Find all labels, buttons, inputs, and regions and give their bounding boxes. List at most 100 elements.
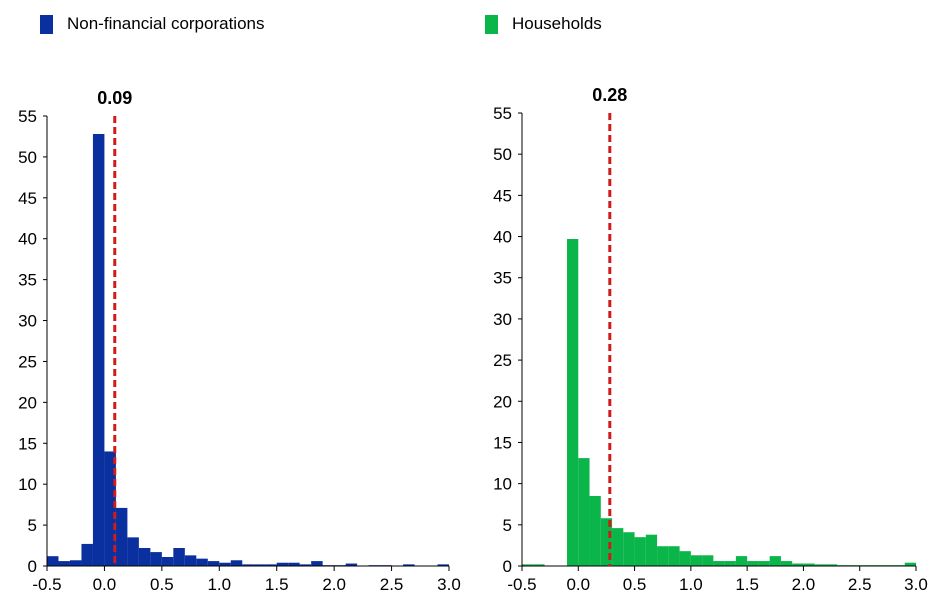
households-bar-25 bbox=[803, 563, 815, 566]
nfc-bar-15 bbox=[219, 562, 231, 566]
households-ytick-label-0: 0 bbox=[503, 557, 512, 576]
nfc-bar-13 bbox=[196, 558, 208, 566]
households-xtick-label-6: 2.5 bbox=[848, 575, 872, 594]
nfc-bar-4 bbox=[92, 134, 105, 566]
nfc-xtick-label-0: -0.5 bbox=[32, 575, 61, 594]
households-xtick-label-0: -0.5 bbox=[507, 575, 536, 594]
households-bar-16 bbox=[702, 555, 714, 566]
households-ytick-label-1: 5 bbox=[503, 516, 512, 535]
households-bar-15 bbox=[690, 555, 703, 566]
legend-households-label: Households bbox=[512, 14, 602, 33]
nfc-xtick-label-4: 1.5 bbox=[265, 575, 289, 594]
households-bar-7 bbox=[600, 518, 613, 566]
households-bar-8 bbox=[612, 528, 624, 566]
nfc-bar-12 bbox=[184, 555, 197, 566]
nfc-xtick-label-7: 3.0 bbox=[437, 575, 461, 594]
households-bar-6 bbox=[589, 495, 601, 566]
nfc-bar-20 bbox=[276, 562, 289, 566]
households-bar-14 bbox=[679, 551, 691, 566]
households-xtick-label-2: 0.5 bbox=[623, 575, 647, 594]
households-ytick-label-6: 30 bbox=[493, 310, 512, 329]
nfc-bar-0 bbox=[47, 556, 59, 566]
households-bar-20 bbox=[747, 561, 759, 566]
legend-households-swatch bbox=[485, 14, 498, 34]
nfc-bar-34 bbox=[437, 564, 449, 566]
nfc-ytick-label-3: 15 bbox=[18, 434, 37, 453]
households-ytick-label-11: 55 bbox=[493, 104, 512, 123]
households-xtick-label-5: 2.0 bbox=[792, 575, 816, 594]
households-xtick-label-1: 0.0 bbox=[566, 575, 590, 594]
households-bar-0 bbox=[522, 564, 534, 566]
nfc-mean-label: 0.09 bbox=[97, 88, 132, 108]
households-ytick-label-10: 50 bbox=[493, 145, 512, 164]
nfc-ytick-label-10: 50 bbox=[18, 148, 37, 167]
nfc-ytick-label-7: 35 bbox=[18, 271, 37, 290]
households-bar-17 bbox=[713, 561, 725, 566]
nfc-bar-10 bbox=[161, 557, 174, 566]
households-bar-23 bbox=[780, 561, 793, 566]
nfc-bar-23 bbox=[311, 561, 323, 566]
households-bar-9 bbox=[623, 532, 635, 566]
households-ytick-label-5: 25 bbox=[493, 351, 512, 370]
nfc-bar-19 bbox=[265, 564, 277, 566]
households-bar-27 bbox=[825, 564, 838, 566]
households-xtick-label-4: 1.5 bbox=[735, 575, 759, 594]
households-ytick-label-2: 10 bbox=[493, 475, 512, 494]
nfc-bar-18 bbox=[253, 564, 266, 566]
nfc-bar-21 bbox=[288, 562, 300, 566]
households-bar-4 bbox=[567, 239, 579, 566]
households-bar-22 bbox=[769, 556, 781, 566]
nfc-ytick-label-5: 25 bbox=[18, 352, 37, 371]
nfc-ytick-label-0: 0 bbox=[28, 557, 37, 576]
nfc-ytick-label-8: 40 bbox=[18, 230, 37, 249]
households-ytick-label-4: 20 bbox=[493, 392, 512, 411]
households-xtick-label-7: 3.0 bbox=[904, 575, 928, 594]
nfc-xtick-label-2: 0.5 bbox=[150, 575, 174, 594]
nfc-ytick-label-1: 5 bbox=[28, 516, 37, 535]
nfc-bar-6 bbox=[115, 507, 128, 566]
nfc-bar-17 bbox=[242, 564, 254, 566]
histogram-households: 0 5 10 15 20 25 30 35 40 45 50 55 -0.5 0.0 0.5 1.0 1.5 2.… bbox=[493, 85, 928, 594]
households-bar-24 bbox=[792, 563, 804, 566]
nfc-ytick-label-4: 20 bbox=[18, 393, 37, 412]
households-bar-21 bbox=[758, 561, 770, 566]
nfc-ytick-label-2: 10 bbox=[18, 475, 37, 494]
households-bar-12 bbox=[657, 546, 669, 566]
nfc-xtick-label-6: 2.5 bbox=[380, 575, 404, 594]
households-bar-5 bbox=[578, 458, 590, 566]
nfc-bar-9 bbox=[150, 552, 162, 566]
nfc-bar-22 bbox=[299, 564, 312, 566]
nfc-bar-2 bbox=[69, 560, 82, 566]
nfc-bar-7 bbox=[127, 537, 139, 566]
legend-nfc-label: Non-financial corporations bbox=[67, 14, 265, 33]
households-bar-19 bbox=[735, 556, 748, 566]
nfc-bar-31 bbox=[403, 564, 415, 566]
households-ytick-label-7: 35 bbox=[493, 269, 512, 288]
histogram-nfc: 0 5 10 15 20 25 30 35 40 45 50 55 -0.5 0.0 0.5 1.0 1.5 2.… bbox=[18, 88, 461, 594]
nfc-ytick-label-11: 55 bbox=[18, 107, 37, 126]
households-bar-1 bbox=[533, 564, 545, 566]
households-mean-label: 0.28 bbox=[592, 85, 627, 105]
households-ytick-label-8: 40 bbox=[493, 228, 512, 247]
nfc-bar-14 bbox=[207, 561, 220, 566]
households-bar-13 bbox=[668, 546, 680, 566]
legend-nfc: Non-financial corporations bbox=[40, 14, 265, 34]
legend-nfc-swatch bbox=[40, 14, 53, 34]
nfc-bar-8 bbox=[138, 548, 151, 566]
nfc-bar-16 bbox=[230, 560, 243, 566]
households-ytick-label-9: 45 bbox=[493, 186, 512, 205]
households-ytick-label-3: 15 bbox=[493, 433, 512, 452]
households-xtick-label-3: 1.0 bbox=[679, 575, 703, 594]
households-bar-10 bbox=[634, 537, 646, 566]
nfc-xtick-label-5: 2.0 bbox=[322, 575, 346, 594]
households-bar-34 bbox=[904, 562, 916, 566]
nfc-bar-3 bbox=[81, 543, 93, 566]
households-bar-11 bbox=[645, 534, 658, 566]
legend-households: Households bbox=[485, 14, 602, 34]
nfc-bar-5 bbox=[104, 451, 116, 566]
nfc-xtick-label-3: 1.0 bbox=[207, 575, 231, 594]
households-bar-26 bbox=[814, 564, 826, 566]
nfc-bar-26 bbox=[345, 563, 358, 566]
nfc-xtick-label-1: 0.0 bbox=[93, 575, 117, 594]
